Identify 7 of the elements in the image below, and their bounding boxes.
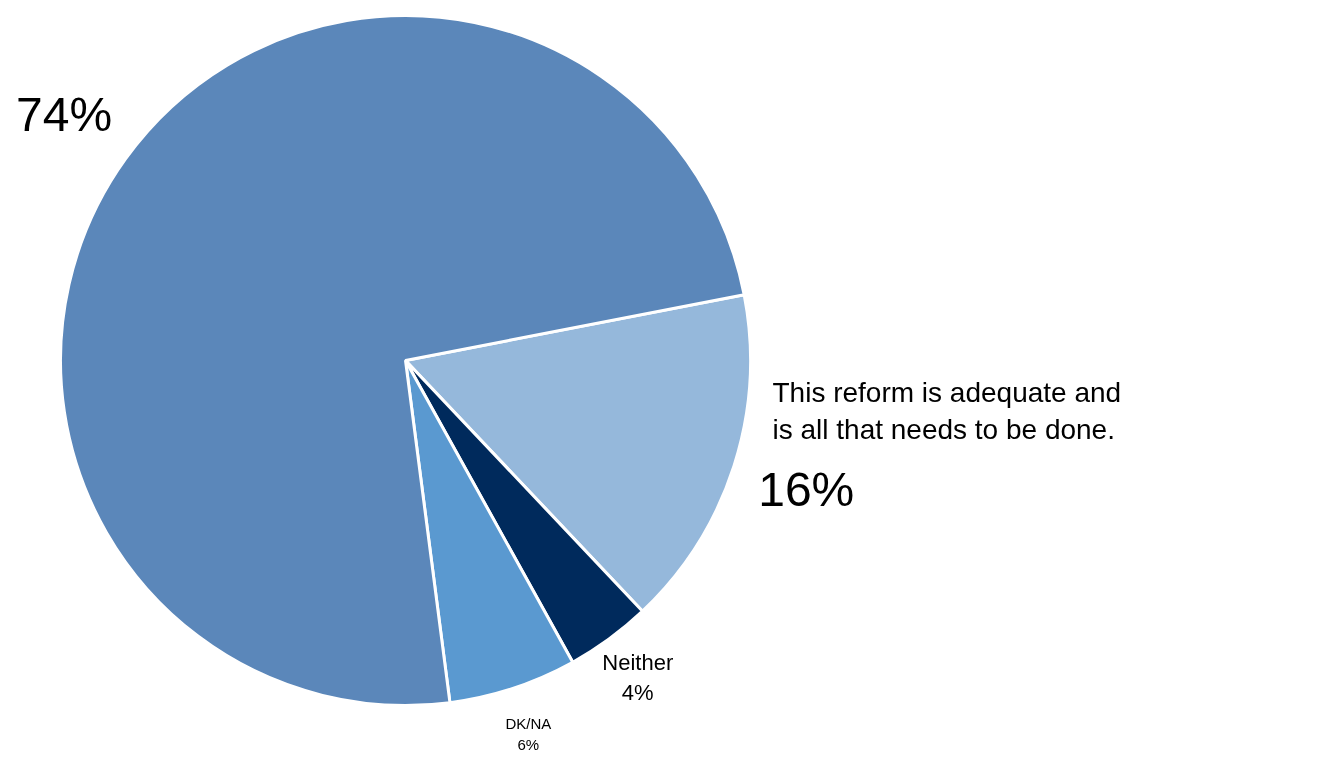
- data-label: 74%: [16, 87, 113, 141]
- slice-label: Neither: [602, 650, 674, 676]
- slice-label: This reform is adequate and is all that needs to be done.: [772, 377, 1122, 446]
- slice-label: DK/NA: [505, 715, 552, 733]
- data-label: 16%: [758, 462, 855, 516]
- data-label: 6%: [517, 735, 540, 753]
- data-label: 4%: [621, 680, 654, 706]
